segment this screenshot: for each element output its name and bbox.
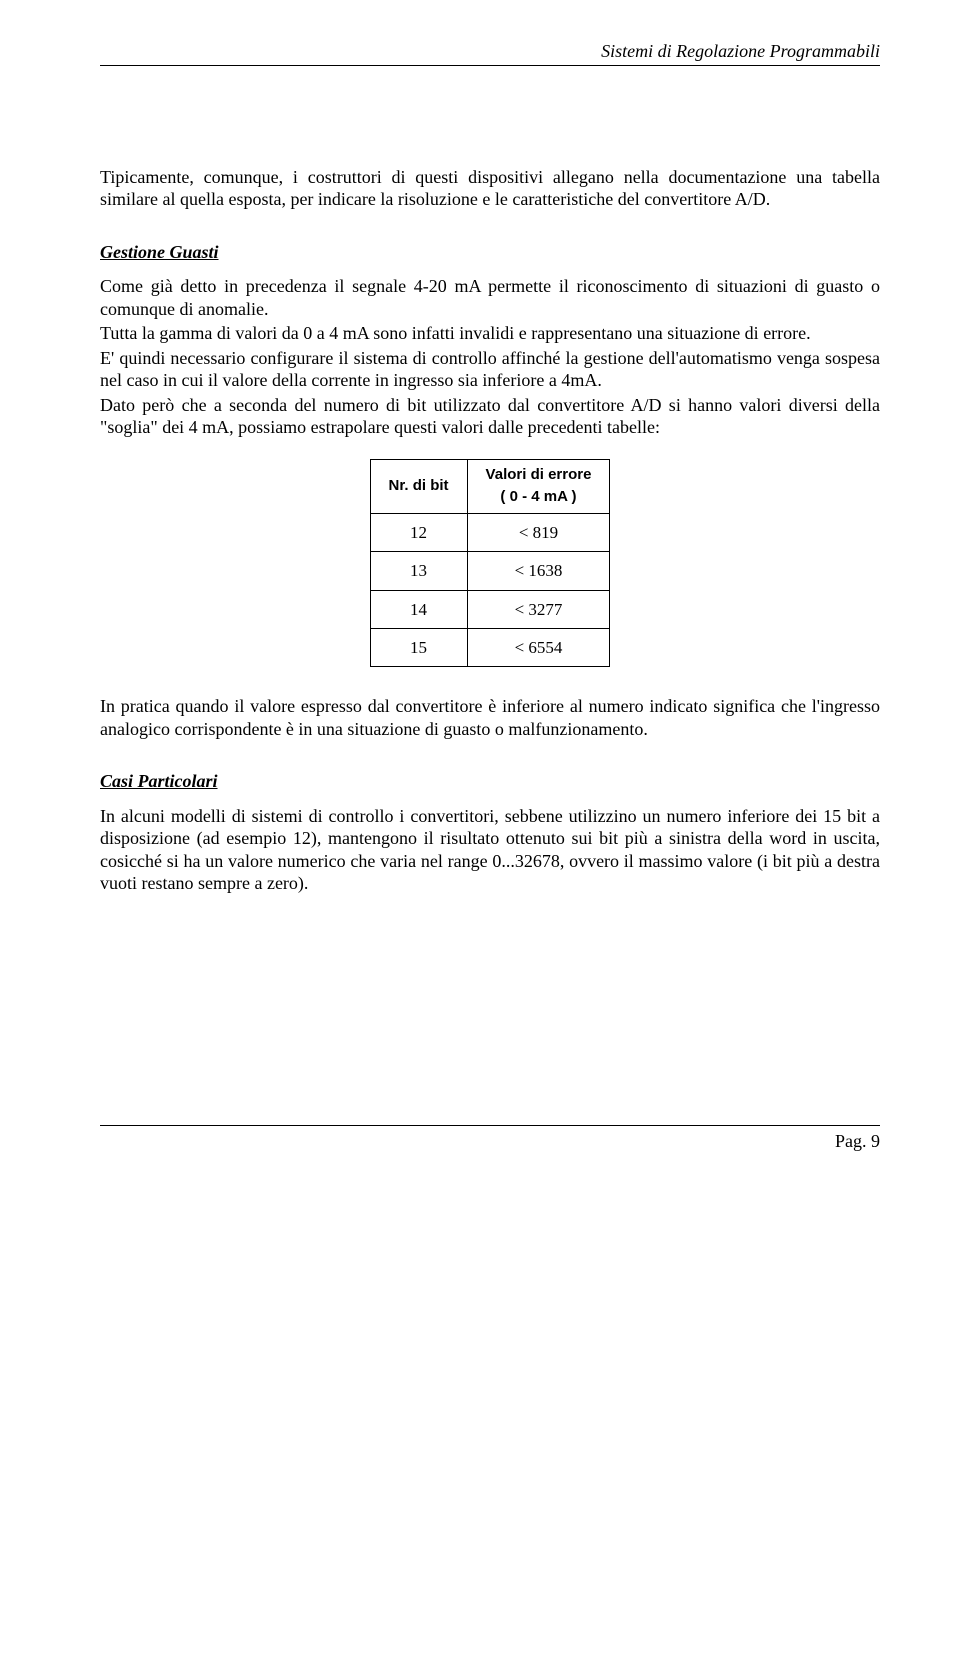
error-values-table: Nr. di bit Valori di errore ( 0 - 4 mA )… xyxy=(370,459,611,668)
cell-val: < 6554 xyxy=(467,628,610,666)
sec1-p2: Tutta la gamma di valori da 0 a 4 mA son… xyxy=(100,322,880,345)
table-row: 13 < 1638 xyxy=(370,552,610,590)
header-title: Sistemi di Regolazione Programmabili xyxy=(601,41,880,61)
cell-bits: 13 xyxy=(370,552,467,590)
cell-val: < 1638 xyxy=(467,552,610,590)
cell-bits: 15 xyxy=(370,628,467,666)
table-row: 12 < 819 xyxy=(370,514,610,552)
sec1-p1: Come già detto in precedenza il segnale … xyxy=(100,275,880,320)
section-title-guasti: Gestione Guasti xyxy=(100,241,880,264)
cell-bits: 12 xyxy=(370,514,467,552)
col-header-values-line2: ( 0 - 4 mA ) xyxy=(467,486,610,513)
col-header-values-line1: Valori di errore xyxy=(467,459,610,486)
sec1-p3: E' quindi necessario configurare il sist… xyxy=(100,347,880,392)
table-header-row: Nr. di bit Valori di errore xyxy=(370,459,610,486)
col-header-bits: Nr. di bit xyxy=(370,459,467,514)
running-header: Sistemi di Regolazione Programmabili xyxy=(100,40,880,66)
cell-val: < 3277 xyxy=(467,590,610,628)
section-title-casi: Casi Particolari xyxy=(100,770,880,793)
table-row: 14 < 3277 xyxy=(370,590,610,628)
sec2-p1: In alcuni modelli di sistemi di controll… xyxy=(100,805,880,895)
sec1-p4: Dato però che a seconda del numero di bi… xyxy=(100,394,880,439)
cell-val: < 819 xyxy=(467,514,610,552)
intro-paragraph: Tipicamente, comunque, i costruttori di … xyxy=(100,166,880,211)
page-number: Pag. 9 xyxy=(835,1131,880,1151)
table-row: 15 < 6554 xyxy=(370,628,610,666)
page-footer: Pag. 9 xyxy=(100,1125,880,1153)
para-after-table: In pratica quando il valore espresso dal… xyxy=(100,695,880,740)
cell-bits: 14 xyxy=(370,590,467,628)
